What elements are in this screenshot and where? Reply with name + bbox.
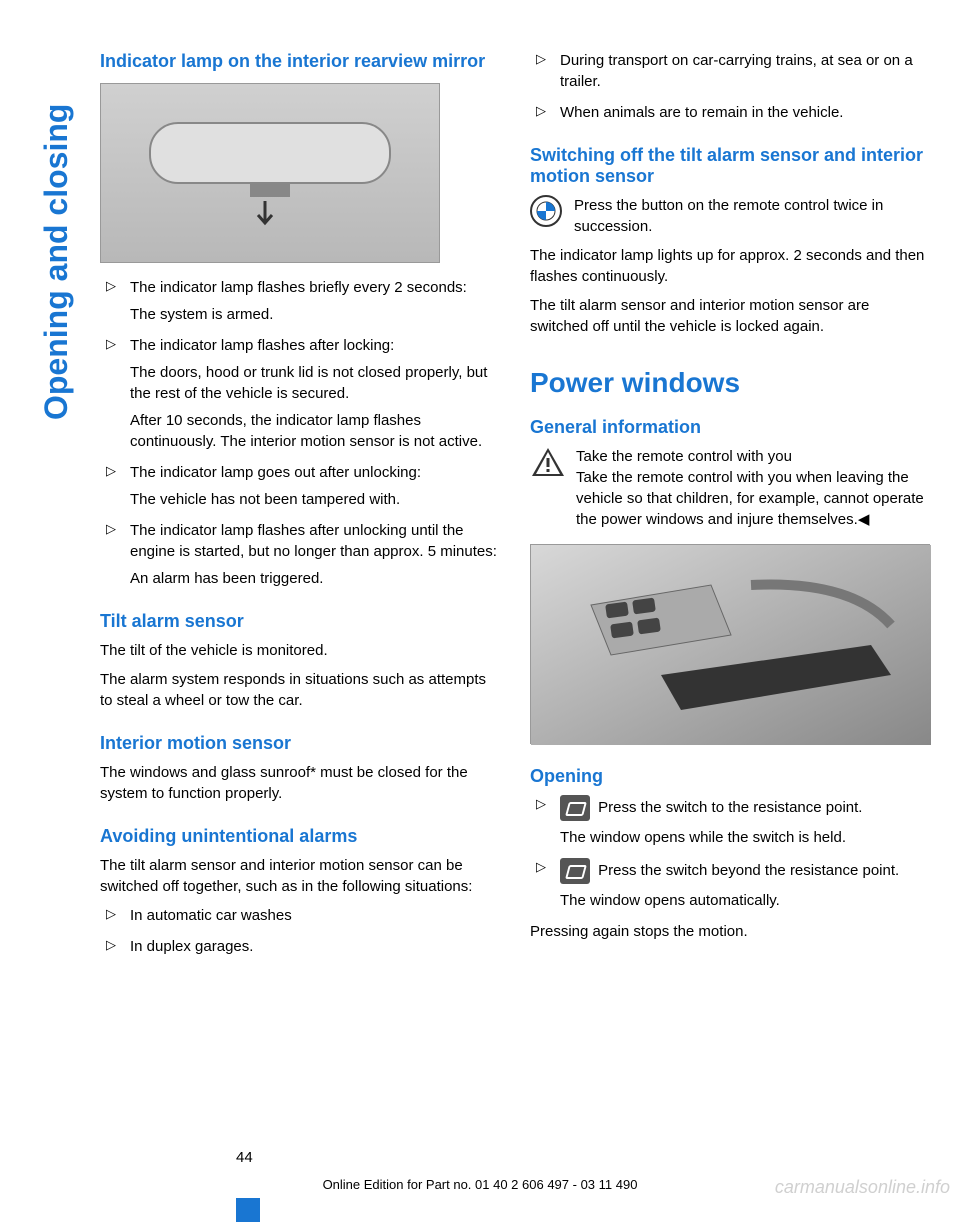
list-item-main: Press the switch beyond the resistance p… <box>598 862 899 879</box>
warning-title: Take the remote control with you <box>576 448 792 465</box>
list-item: In duplex garages. <box>100 936 500 957</box>
figure-rearview-mirror <box>100 83 440 263</box>
bmw-note: Press the button on the remote control t… <box>530 195 930 237</box>
list-item: The indicator lamp flashes after locking… <box>100 335 500 452</box>
list-item: When animals are to remain in the vehicl… <box>530 102 930 123</box>
list-item-main: The indicator lamp flashes after unlocki… <box>130 522 497 560</box>
warning-text: Take the remote control with you Take th… <box>576 446 930 530</box>
list-item: Press the switch beyond the resistance p… <box>530 858 930 911</box>
list-item: The indicator lamp flashes after unlocki… <box>100 520 500 589</box>
heading-indicator-lamp: Indicator lamp on the interior rearview … <box>100 50 500 73</box>
opening-list: Press the switch to the resistance point… <box>530 795 930 911</box>
list-item: The indicator lamp flashes briefly every… <box>100 277 500 325</box>
heading-power-windows: Power windows <box>530 367 930 399</box>
warning-note: Take the remote control with you Take th… <box>530 446 930 530</box>
body-text: The tilt alarm sensor and interior motio… <box>530 295 930 337</box>
warning-triangle-icon <box>530 446 566 478</box>
list-item-main: The indicator lamp flashes after locking… <box>130 337 394 354</box>
body-text: The alarm system responds in situations … <box>100 669 500 711</box>
body-text: The indicator lamp lights up for approx.… <box>530 245 930 287</box>
sidebar-chapter-title: Opening and closing <box>38 104 75 420</box>
list-item-main: The indicator lamp goes out after unlock… <box>130 464 421 481</box>
right-column: During transport on car-carrying trains,… <box>530 50 930 967</box>
figure-door-controls <box>530 544 930 744</box>
list-item-sub2: After 10 seconds, the indicator lamp fla… <box>130 410 500 452</box>
transport-list: During transport on car-carrying trains,… <box>530 50 930 123</box>
bmw-roundel-icon <box>530 195 562 227</box>
list-item-sub: The system is armed. <box>130 304 500 325</box>
heading-switching-off: Switching off the tilt alarm sensor and … <box>530 145 930 187</box>
list-item-sub: The window opens automatically. <box>560 890 930 911</box>
window-switch-icon <box>560 795 590 821</box>
indicator-lamp-list: The indicator lamp flashes briefly every… <box>100 277 500 589</box>
heading-tilt-alarm: Tilt alarm sensor <box>100 611 500 632</box>
list-item: During transport on car-carrying trains,… <box>530 50 930 92</box>
body-text: The tilt alarm sensor and interior motio… <box>100 855 500 897</box>
list-item-main: Press the switch to the resistance point… <box>598 799 862 816</box>
list-item-sub: The doors, hood or trunk lid is not clos… <box>130 362 500 404</box>
list-item-sub: The window opens while the switch is hel… <box>560 827 930 848</box>
list-item: The indicator lamp goes out after unlock… <box>100 462 500 510</box>
heading-opening: Opening <box>530 766 930 787</box>
heading-interior-motion: Interior motion sensor <box>100 733 500 754</box>
page-number: 44 <box>236 1149 253 1166</box>
list-item-sub: The vehicle has not been tampered with. <box>130 489 500 510</box>
body-text: The windows and glass sunroof* must be c… <box>100 762 500 804</box>
heading-avoiding-alarms: Avoiding unintentional alarms <box>100 826 500 847</box>
avoid-list: In automatic car washes In duplex garage… <box>100 905 500 957</box>
body-text: Pressing again stops the motion. <box>530 921 930 942</box>
page-tab-marker <box>236 1198 260 1222</box>
heading-general-info: General information <box>530 417 930 438</box>
left-column: Indicator lamp on the interior rearview … <box>100 50 500 967</box>
list-item: Press the switch to the resistance point… <box>530 795 930 848</box>
watermark-text: carmanualsonline.info <box>775 1177 950 1198</box>
page-content: Indicator lamp on the interior rearview … <box>100 50 930 967</box>
icon-text-content: Press the button on the remote control t… <box>574 195 930 237</box>
body-text: The tilt of the vehicle is monitored. <box>100 640 500 661</box>
warning-body: Take the remote control with you when le… <box>576 469 924 528</box>
list-item-main: The indicator lamp flashes briefly every… <box>130 279 467 296</box>
list-item: In automatic car washes <box>100 905 500 926</box>
list-item-sub: An alarm has been triggered. <box>130 568 500 589</box>
window-switch-icon <box>560 858 590 884</box>
